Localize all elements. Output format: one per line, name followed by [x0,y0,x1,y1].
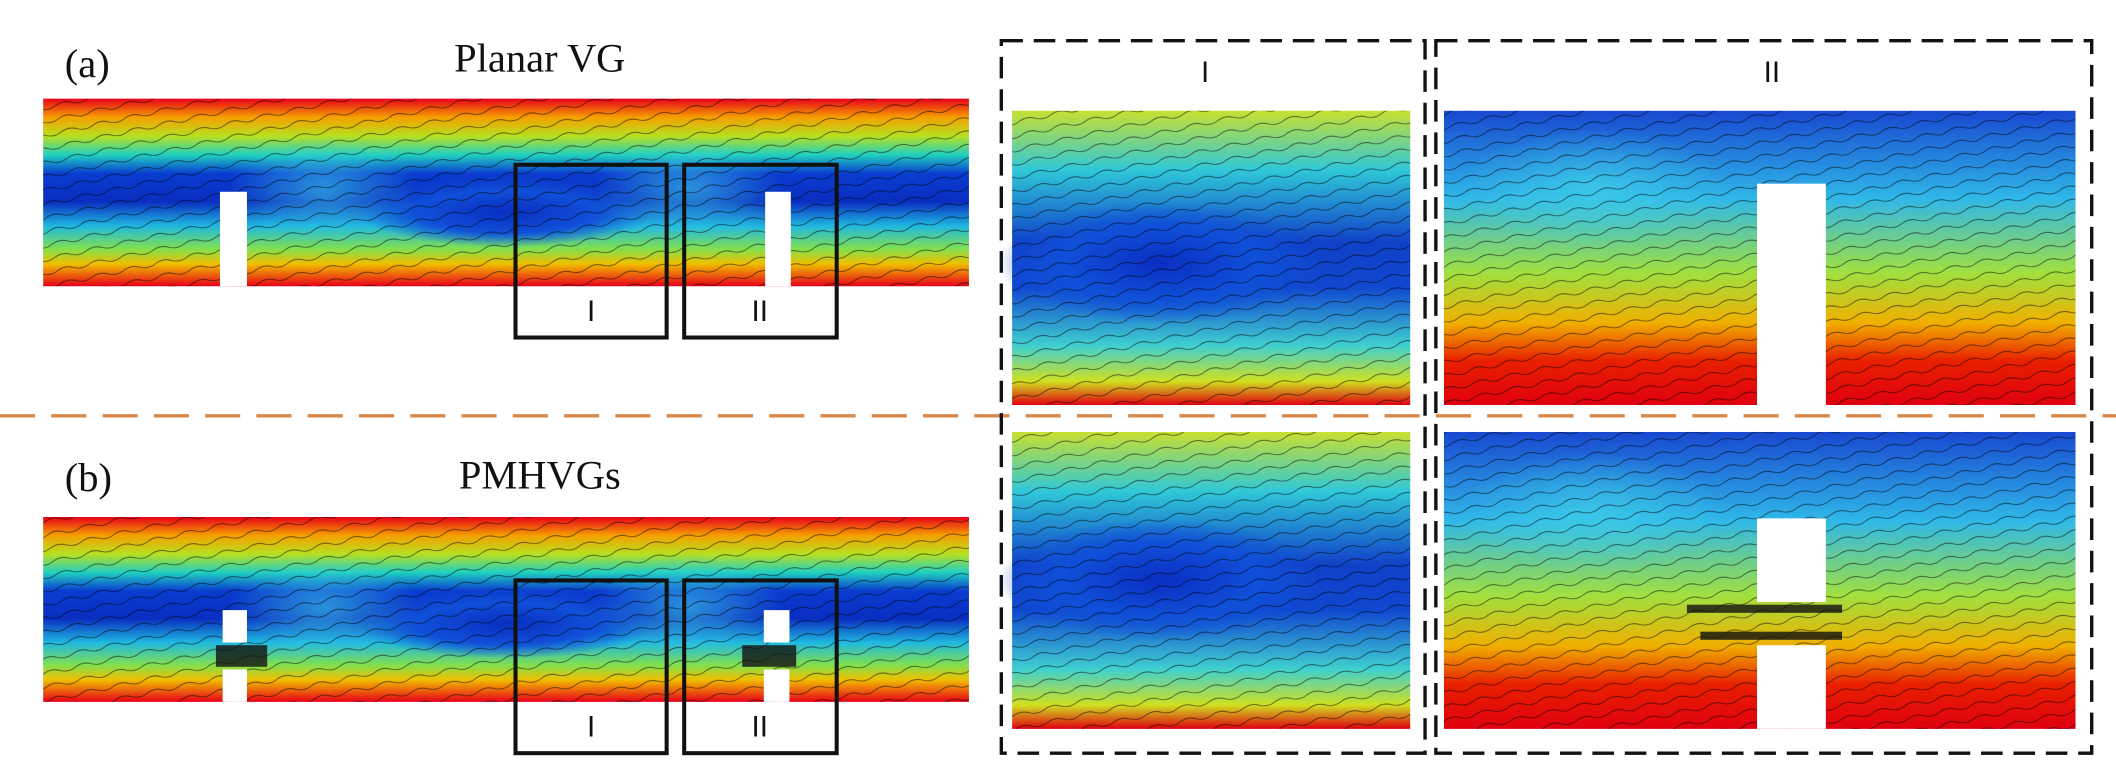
pore-jet [1686,604,1843,613]
zoom-header: I [1201,56,1209,89]
streamlines [1012,110,1411,405]
zoom-box [682,578,839,756]
vortex-generator [219,191,247,287]
zoom-box [513,162,669,340]
box-label: I [587,295,595,328]
vortex-generator [763,610,790,643]
zoom-header: II [1764,56,1781,89]
vortex-generator [222,669,247,702]
vortex-generator [763,669,790,702]
panel-title: PMHVGs [459,453,621,498]
zoom-box [682,162,839,340]
zoom-views: I II [998,38,2094,755]
pore-jet [742,645,797,667]
streamlines [1012,431,1411,729]
pore-jet [1700,631,1843,640]
panel-a: (a) Planar VG I II [43,36,969,340]
panel-label: (b) [65,455,112,500]
zoom-box [513,578,669,756]
vortex-generator [1757,183,1826,405]
box-label: II [752,711,769,744]
box-label: I [587,711,595,744]
streamlines [43,517,969,702]
zoom-frame [999,38,1427,755]
pore-jet [215,645,268,667]
panel-title: Planar VG [454,36,625,81]
vortex-generator [222,610,247,643]
panel-b: (b) PMHVGs I II [43,453,969,756]
zoom-frame [1434,38,2094,755]
vortex-generator [765,191,791,287]
box-label: II [752,295,769,328]
panel-label: (a) [65,41,110,86]
streamlines [43,98,969,287]
vortex-generator [1757,645,1826,729]
vortex-generator [1757,518,1826,603]
